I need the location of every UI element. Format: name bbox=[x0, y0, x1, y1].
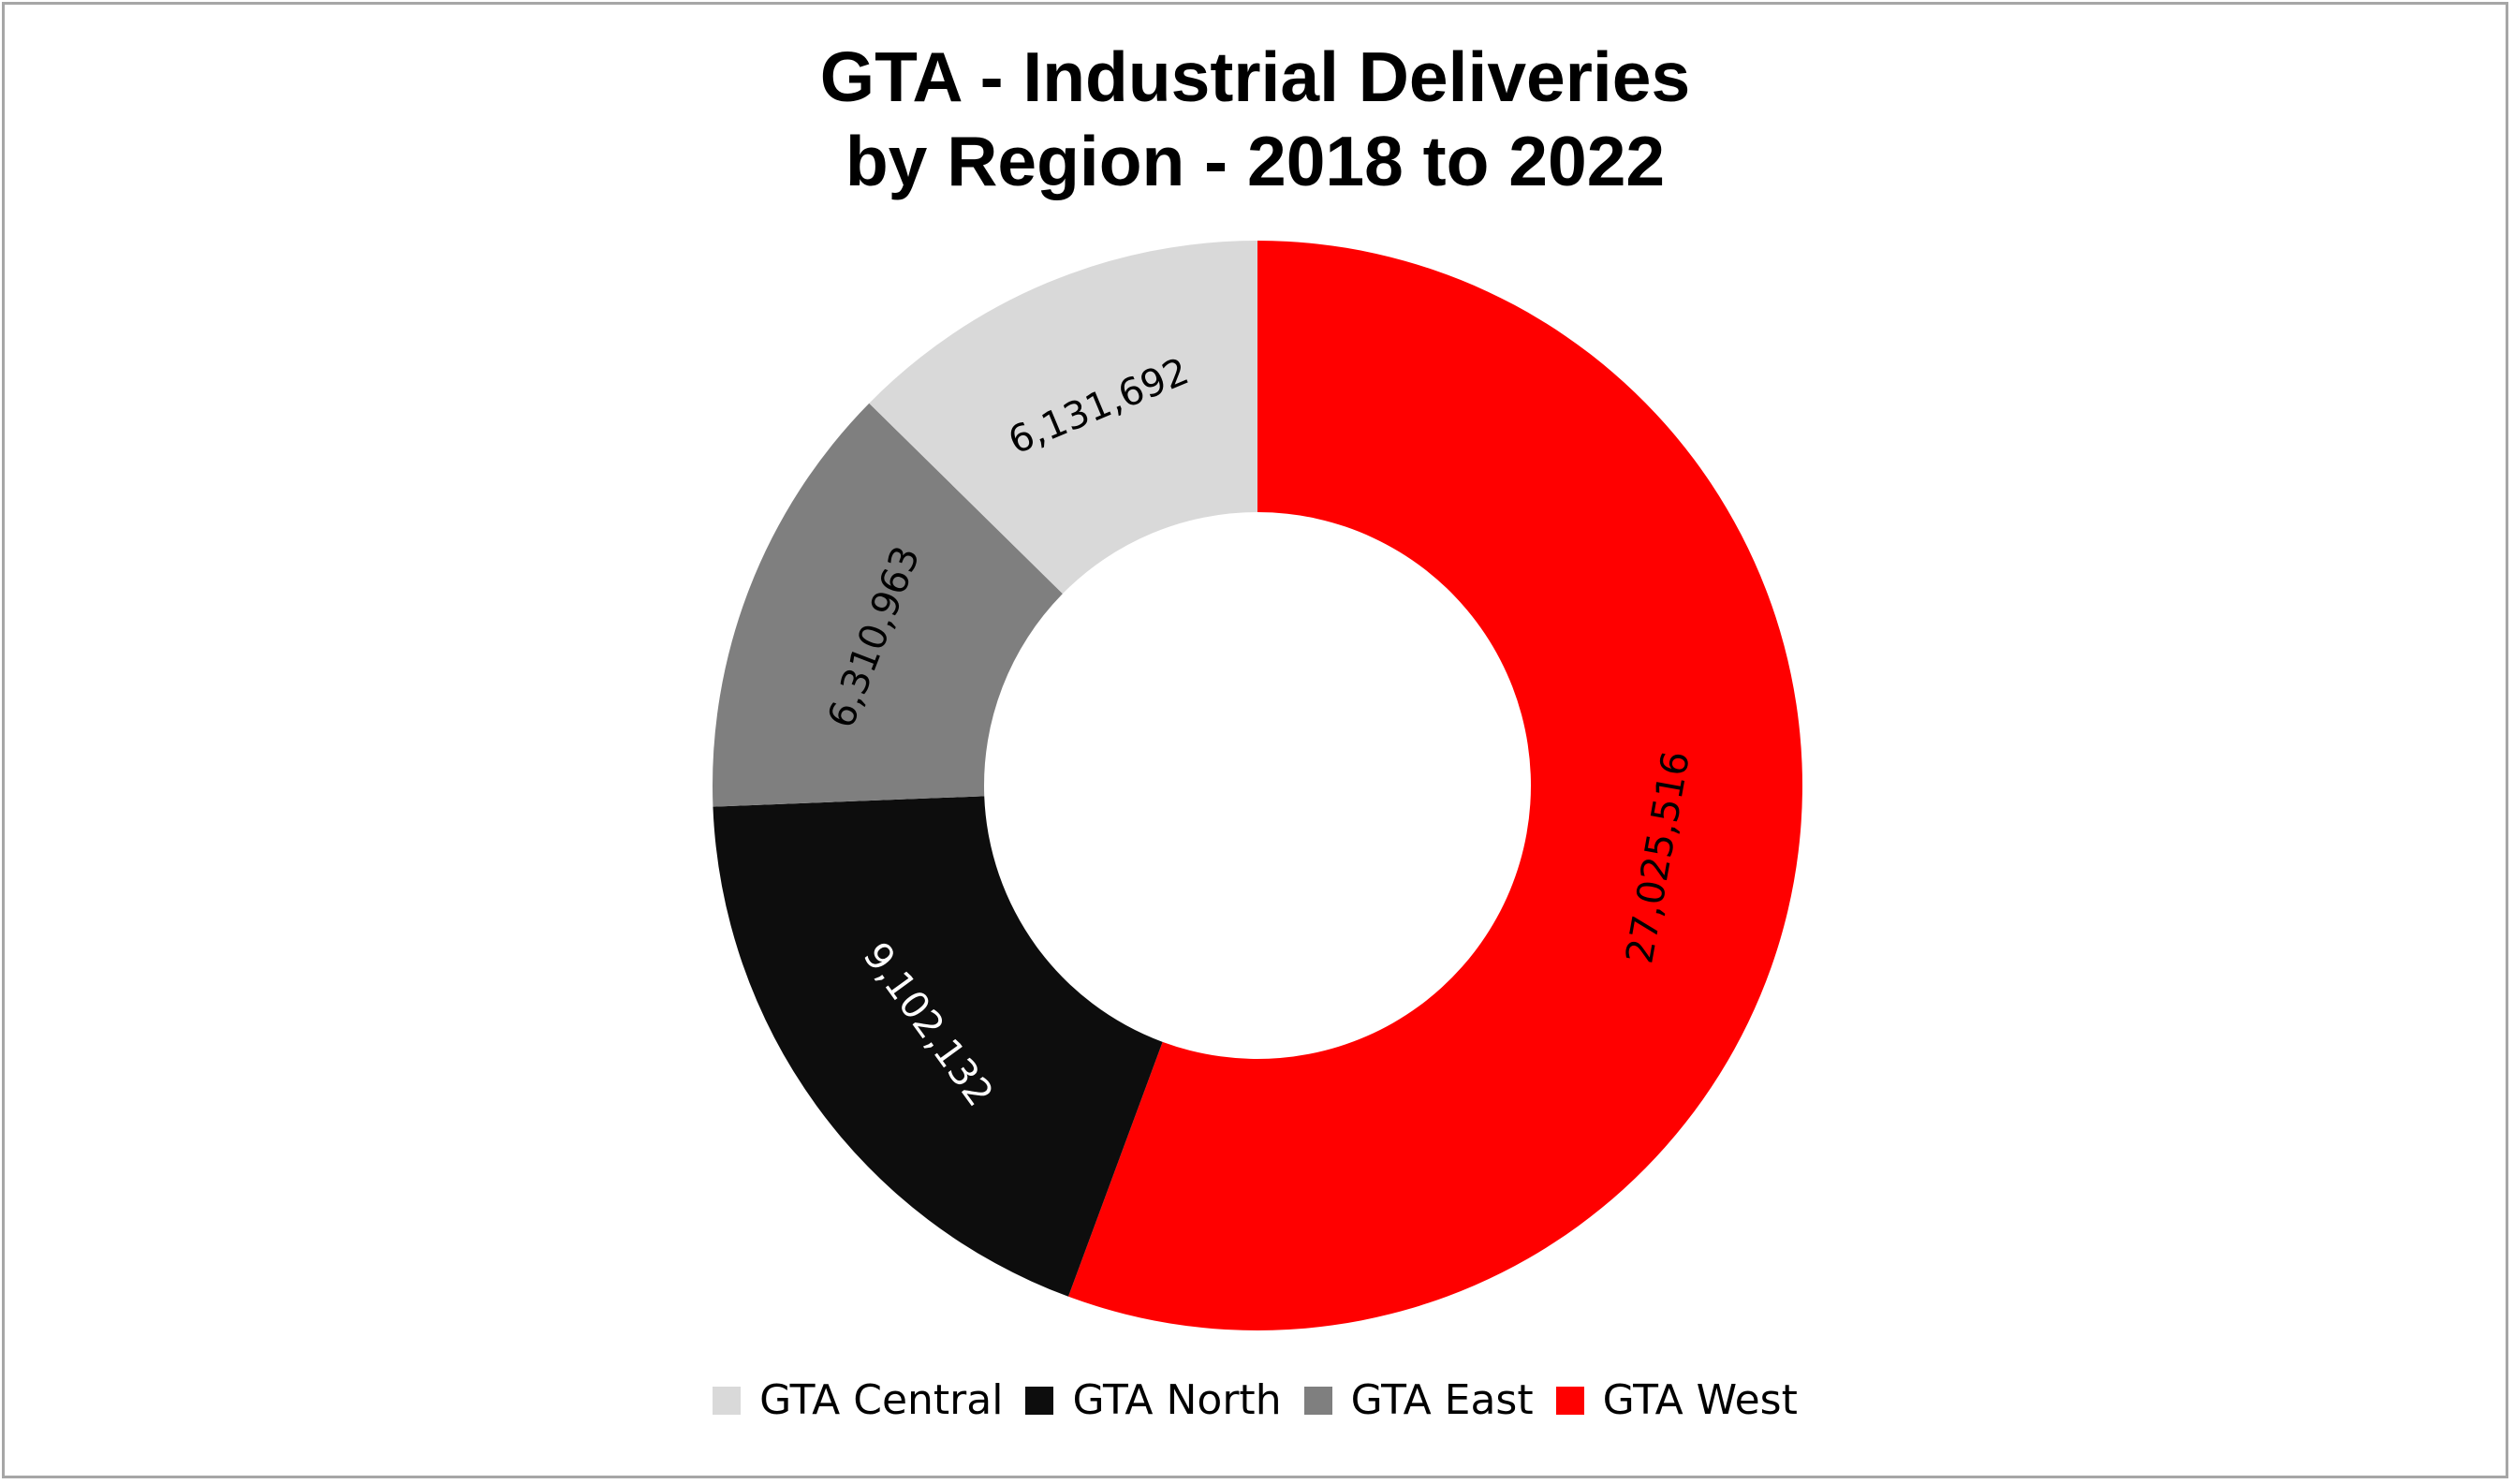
chart-title-line-2: by Region - 2018 to 2022 bbox=[845, 122, 1666, 200]
legend-swatch-gta-north bbox=[1025, 1386, 1054, 1415]
legend-item-gta-central: GTA Central bbox=[713, 1376, 1003, 1424]
legend-swatch-gta-central bbox=[713, 1386, 742, 1415]
chart-title-line-1: GTA - Industrial Deliveries bbox=[819, 37, 1691, 116]
legend-label-gta-west: GTA West bbox=[1602, 1376, 1798, 1424]
donut-slice-gta-central bbox=[869, 241, 1257, 595]
donut-slice-gta-east bbox=[713, 403, 1063, 807]
legend-swatch-gta-west bbox=[1555, 1386, 1584, 1415]
donut-slice-gta-north bbox=[713, 796, 1163, 1297]
chart-title: GTA - Industrial Deliveries by Region - … bbox=[5, 35, 2506, 203]
legend-item-gta-north: GTA North bbox=[1025, 1376, 1282, 1424]
legend-label-gta-central: GTA Central bbox=[759, 1376, 1004, 1424]
legend-label-gta-east: GTA East bbox=[1350, 1376, 1534, 1424]
chart-legend: GTA Central GTA North GTA East GTA West bbox=[5, 1376, 2506, 1424]
legend-item-gta-east: GTA East bbox=[1303, 1376, 1534, 1424]
donut-slice-gta-west bbox=[1067, 241, 1802, 1330]
legend-swatch-gta-east bbox=[1303, 1386, 1332, 1415]
legend-item-gta-west: GTA West bbox=[1555, 1376, 1798, 1424]
legend-label-gta-north: GTA North bbox=[1072, 1376, 1282, 1424]
